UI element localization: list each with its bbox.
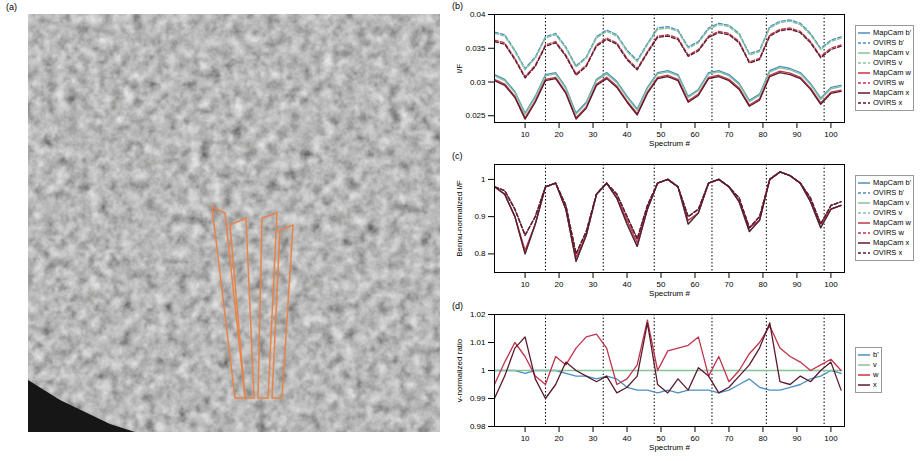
html-text:OVIRS v: OVIRS v xyxy=(873,58,903,67)
svg-text:1.01: 1.01 xyxy=(470,338,486,347)
svg-text:90: 90 xyxy=(792,130,801,139)
html-text:(a): (a) xyxy=(6,2,17,12)
svg-text:60: 60 xyxy=(691,280,700,289)
svg-text:40: 40 xyxy=(623,280,632,289)
svg-text:Spectrum #: Spectrum # xyxy=(649,139,690,148)
html-text:x: x xyxy=(873,380,877,389)
html-text:(b): (b) xyxy=(452,1,463,11)
svg-text:20: 20 xyxy=(555,280,564,289)
svg-text:0.04: 0.04 xyxy=(470,10,486,19)
svg-text:80: 80 xyxy=(758,130,767,139)
html-text:v: v xyxy=(873,360,877,369)
svg-text:50: 50 xyxy=(656,434,666,444)
svg-text:30: 30 xyxy=(589,130,598,139)
html-text:MapCam w: MapCam w xyxy=(873,218,911,227)
svg-text:40: 40 xyxy=(623,434,632,443)
svg-text:20: 20 xyxy=(555,130,564,139)
svg-text:0.98: 0.98 xyxy=(470,422,486,431)
svg-text:Spectrum #: Spectrum # xyxy=(649,289,690,298)
svg-text:40: 40 xyxy=(623,130,632,139)
svg-text:10: 10 xyxy=(521,434,530,443)
svg-text:I/F: I/F xyxy=(455,64,464,73)
html-text:b': b' xyxy=(873,350,879,359)
svg-text:v-normalized ratio: v-normalized ratio xyxy=(455,338,464,402)
svg-text:1.02: 1.02 xyxy=(470,310,486,319)
svg-text:50: 50 xyxy=(656,280,666,290)
svg-text:60: 60 xyxy=(691,434,700,443)
html-text:MapCam v: MapCam v xyxy=(873,48,910,57)
svg-text:90: 90 xyxy=(792,434,801,443)
svg-text:0.03: 0.03 xyxy=(470,78,486,87)
svg-text:0.99: 0.99 xyxy=(470,394,486,403)
svg-text:50: 50 xyxy=(656,130,666,140)
html-text:(c): (c) xyxy=(452,151,463,161)
svg-text:10: 10 xyxy=(521,280,530,289)
svg-text:80: 80 xyxy=(758,434,767,443)
svg-text:0.9: 0.9 xyxy=(474,212,486,221)
svg-text:0.035: 0.035 xyxy=(465,44,486,53)
html-text:MapCam x: MapCam x xyxy=(873,88,910,97)
svg-text:30: 30 xyxy=(589,434,598,443)
html-text:MapCam w: MapCam w xyxy=(873,68,911,77)
svg-text:100: 100 xyxy=(824,434,838,443)
html-text:OVIRS b': OVIRS b' xyxy=(873,38,904,47)
svg-text:70: 70 xyxy=(725,280,734,289)
html-text:MapCam b': MapCam b' xyxy=(873,28,912,37)
html-text:OVIRS x: OVIRS x xyxy=(873,98,903,107)
svg-text:1: 1 xyxy=(481,366,486,375)
svg-text:70: 70 xyxy=(725,434,734,443)
html-text:OVIRS b': OVIRS b' xyxy=(873,188,904,197)
svg-text:80: 80 xyxy=(758,280,767,289)
svg-text:60: 60 xyxy=(691,130,700,139)
svg-text:0.025: 0.025 xyxy=(465,111,486,120)
svg-text:30: 30 xyxy=(589,280,598,289)
svg-text:70: 70 xyxy=(725,130,734,139)
html-text:OVIRS w: OVIRS w xyxy=(873,78,904,87)
html-text:MapCam v: MapCam v xyxy=(873,198,910,207)
svg-text:100: 100 xyxy=(824,280,838,289)
html-text:w: w xyxy=(873,370,879,379)
svg-text:Spectrum #: Spectrum # xyxy=(649,443,690,452)
svg-text:Bennu-normalized I/F: Bennu-normalized I/F xyxy=(455,180,464,257)
svg-text:1: 1 xyxy=(481,175,486,184)
html-text:(d): (d) xyxy=(452,301,463,311)
svg-text:20: 20 xyxy=(555,434,564,443)
html-text:MapCam x: MapCam x xyxy=(873,238,910,247)
svg-text:0.8: 0.8 xyxy=(474,249,486,258)
html-text:MapCam b': MapCam b' xyxy=(873,178,912,187)
svg-text:90: 90 xyxy=(792,280,801,289)
svg-text:10: 10 xyxy=(521,130,530,139)
html-text:OVIRS x: OVIRS x xyxy=(873,248,903,257)
html-text:OVIRS w: OVIRS w xyxy=(873,228,904,237)
svg-text:100: 100 xyxy=(824,130,838,139)
html-text:OVIRS v: OVIRS v xyxy=(873,208,903,217)
